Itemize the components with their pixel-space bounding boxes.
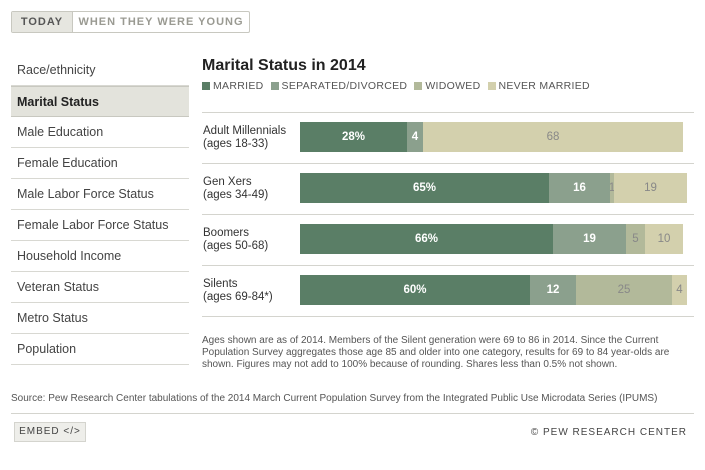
sidebar-item-female-education[interactable]: Female Education xyxy=(11,148,189,179)
category-ages: (ages 50-68) xyxy=(203,240,269,252)
sidebar-item-female-labor-force-status[interactable]: Female Labor Force Status xyxy=(11,210,189,241)
sidebar-item-race-ethnicity[interactable]: Race/ethnicity xyxy=(11,55,189,86)
data-label: 60% xyxy=(403,284,427,296)
bar-segment-widowed: 25 xyxy=(576,275,672,305)
data-label: 19 xyxy=(644,182,657,194)
data-label: 4 xyxy=(676,284,683,296)
category-label: Boomers (ages 50-68) xyxy=(203,227,268,253)
data-label: 4 xyxy=(411,131,419,143)
sidebar-item-male-education[interactable]: Male Education xyxy=(11,117,189,148)
bar-segment-never-married: 68 xyxy=(423,122,683,152)
category-ages: (ages 18-33) xyxy=(203,138,269,150)
bar-segment-separated-divorced: 19 xyxy=(553,224,626,254)
footer-divider xyxy=(11,413,694,414)
row-divider xyxy=(202,112,694,113)
legend-swatch xyxy=(414,82,423,90)
bar-segment-widowed: 1 xyxy=(610,173,614,203)
source-text: Source: Pew Research Center tabulations … xyxy=(11,393,658,404)
bar-segment-married: 28% xyxy=(300,122,407,152)
legend-item-widowed: WIDOWED xyxy=(414,80,480,92)
embed-button[interactable]: EMBED </> xyxy=(14,422,86,442)
legend-item-married: MARRIED xyxy=(202,80,264,92)
tab-when-they-were-young[interactable]: WHEN THEY WERE YOUNG xyxy=(78,16,244,28)
bar-segment-separated-divorced: 12 xyxy=(530,275,576,305)
legend-item-never-married: NEVER MARRIED xyxy=(487,80,590,92)
data-label: 65% xyxy=(412,182,437,194)
data-label: 10 xyxy=(657,233,671,245)
category-ages: (ages 34-49) xyxy=(203,189,269,201)
category-name: Silents xyxy=(203,278,238,290)
row-divider xyxy=(202,163,694,164)
category-label: Silents (ages 69-84*) xyxy=(203,278,273,304)
legend-label: NEVER MARRIED xyxy=(498,80,590,92)
legend-swatch xyxy=(202,82,210,90)
bar-segment-widowed: 5 xyxy=(626,224,645,254)
sidebar-item-metro-status[interactable]: Metro Status xyxy=(11,303,189,334)
bar-segment-married: 60% xyxy=(300,275,530,305)
legend-swatch xyxy=(270,82,279,90)
sidebar-item-marital-status[interactable]: Marital Status xyxy=(11,86,189,117)
bar-segment-separated-divorced: 16 xyxy=(549,173,610,203)
chart-legend: MARRIED SEPARATED/DIVORCED WIDOWED NEVER MA… xyxy=(202,80,597,92)
category-label: Adult Millennials (ages 18-33) xyxy=(203,125,286,151)
bar-segment-never-married: 19 xyxy=(614,173,687,203)
data-label: 1 xyxy=(610,182,614,194)
data-label: 5 xyxy=(632,233,639,245)
row-divider xyxy=(202,265,694,266)
category-name: Gen Xers xyxy=(203,176,252,188)
row-divider xyxy=(202,214,694,215)
category-label: Gen Xers (ages 34-49) xyxy=(203,176,268,202)
data-label: 25 xyxy=(617,284,631,296)
bar-segment-separated-divorced: 4 xyxy=(407,122,423,152)
data-label: 68 xyxy=(546,131,560,143)
sidebar-item-male-labor-force-status[interactable]: Male Labor Force Status xyxy=(11,179,189,210)
data-label: 28% xyxy=(341,131,366,143)
chart-note: Ages shown are as of 2014. Members of th… xyxy=(202,335,670,370)
legend-item-separated-divorced: SEPARATED/DIVORCED xyxy=(270,80,408,92)
sidebar-item-household-income[interactable]: Household Income xyxy=(11,241,189,272)
sidebar: Race/ethnicity Marital Status Male Educati… xyxy=(11,55,189,365)
legend-swatch xyxy=(487,82,496,90)
category-name: Boomers xyxy=(203,227,250,239)
bar-segment-married: 66% xyxy=(300,224,553,254)
sidebar-item-population[interactable]: Population xyxy=(11,334,189,365)
tab-today[interactable]: TODAY xyxy=(12,12,73,32)
copyright-text: © PEW RESEARCH CENTER xyxy=(530,427,687,438)
data-label: 19 xyxy=(583,233,596,245)
bar-segment-never-married: 4 xyxy=(672,275,687,305)
sidebar-item-veteran-status[interactable]: Veteran Status xyxy=(11,272,189,303)
category-name: Adult Millennials xyxy=(203,125,287,137)
category-ages: (ages 69-84*) xyxy=(203,291,273,303)
view-toggle: TODAY WHEN THEY WERE YOUNG xyxy=(11,11,250,33)
legend-label: MARRIED xyxy=(213,80,264,92)
data-label: 66% xyxy=(414,233,439,245)
row-divider xyxy=(202,316,694,317)
bar-segment-never-married: 10 xyxy=(645,224,683,254)
legend-label: SEPARATED/DIVORCED xyxy=(281,80,408,92)
data-label: 16 xyxy=(573,182,586,194)
bar-segment-married: 65% xyxy=(300,173,549,203)
chart-title: Marital Status in 2014 xyxy=(202,57,366,74)
legend-label: WIDOWED xyxy=(425,80,481,92)
data-label: 12 xyxy=(546,284,560,296)
